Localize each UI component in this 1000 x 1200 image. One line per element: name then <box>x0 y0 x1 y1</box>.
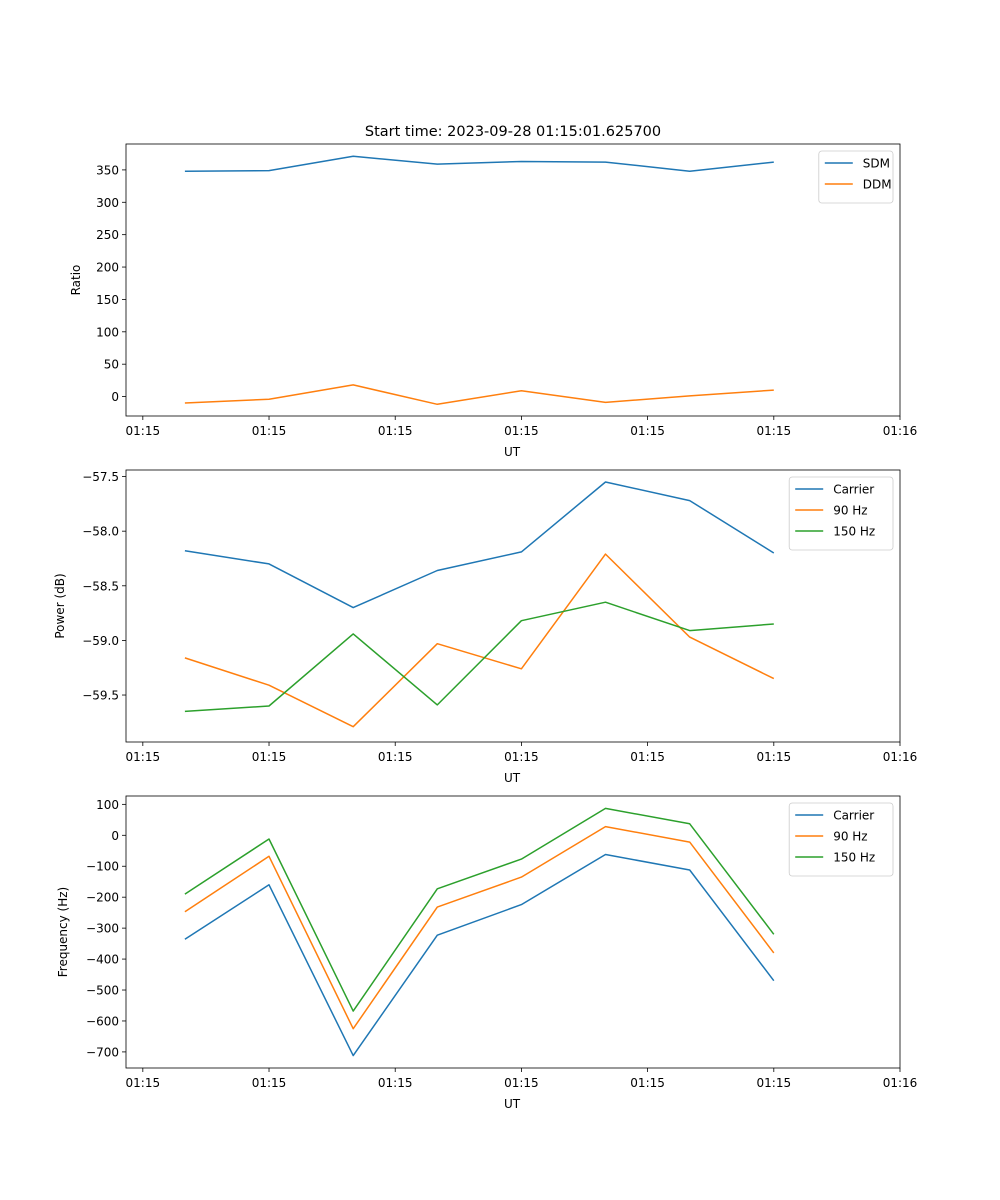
power-x-axis-label: UT <box>504 771 521 785</box>
ratio-y-tick-label: 50 <box>104 358 119 372</box>
frequency-legend: Carrier 90 Hz 150 Hz <box>788 802 894 877</box>
ratio-y-tick-label: 150 <box>96 293 119 307</box>
frequency-series-90-hz-line <box>184 825 775 1030</box>
power-y-tick-label: −58.0 <box>82 525 119 539</box>
frequency-axes-frame <box>125 795 901 1069</box>
frequency-y-tick-label: −700 <box>86 1045 119 1059</box>
frequency-series-150-hz-line <box>184 807 775 1012</box>
ratio-legend-label: DDM <box>863 178 892 192</box>
power-y-tick-label: −57.5 <box>82 470 119 484</box>
ratio-x-tick-label: 01:15 <box>126 424 161 438</box>
power-x-tick-label: 01:15 <box>378 750 413 764</box>
power-legend: Carrier 90 Hz 150 Hz <box>788 476 894 551</box>
ratio-legend-box <box>818 150 894 204</box>
panel-frequency: 01:15 01:15 01:15 01:15 01:15 01:15 01:16 −700 −… <box>56 795 918 1111</box>
frequency-x-tick-label: 01:15 <box>757 1076 792 1090</box>
frequency-y-tick-label: −400 <box>86 953 119 967</box>
ratio-x-tick-label: 01:15 <box>630 424 665 438</box>
ratio-x-tick-label: 01:15 <box>757 424 792 438</box>
power-y-tick-label: −58.5 <box>82 579 119 593</box>
power-axes-frame <box>125 469 901 743</box>
frequency-x-tick-label: 01:15 <box>252 1076 287 1090</box>
ratio-x-tick-label: 01:15 <box>378 424 413 438</box>
figure-title: Start time: 2023-09-28 01:15:01.625700 <box>365 124 661 140</box>
frequency-legend-label: 90 Hz <box>833 830 867 844</box>
ratio-x-tick-label: 01:15 <box>252 424 287 438</box>
power-x-tick-label: 01:16 <box>883 750 918 764</box>
power-x-tick-label: 01:15 <box>126 750 161 764</box>
ratio-series-sdm-line <box>184 155 774 172</box>
frequency-y-tick-label: −200 <box>86 891 119 905</box>
power-x-tick-label: 01:15 <box>252 750 287 764</box>
power-series-150-hz-line <box>184 601 774 713</box>
panel-power: 01:15 01:15 01:15 01:15 01:15 01:15 01:16 −59.5… <box>53 469 918 785</box>
power-y-tick-label: −59.5 <box>82 689 119 703</box>
frequency-x-tick-label: 01:15 <box>126 1076 161 1090</box>
ratio-legend-label: SDM <box>863 157 890 171</box>
ratio-y-tick-label: 200 <box>96 261 119 275</box>
panel-ratio: 01:15 01:15 01:15 01:15 01:15 01:15 01:16 0 50 10… <box>69 143 918 459</box>
power-series-90-hz-line <box>184 553 775 728</box>
ratio-y-tick-label: 0 <box>111 390 119 404</box>
frequency-x-tick-label: 01:15 <box>504 1076 539 1090</box>
power-y-axis-label: Power (dB) <box>53 573 67 638</box>
frequency-x-tick-label: 01:15 <box>378 1076 413 1090</box>
frequency-x-tick-label: 01:15 <box>630 1076 665 1090</box>
frequency-y-tick-label: 100 <box>96 798 119 812</box>
frequency-y-tick-label: −500 <box>86 984 119 998</box>
frequency-legend-label: Carrier <box>833 809 874 823</box>
frequency-series-carrier-line <box>184 853 775 1057</box>
frequency-x-tick-label: 01:16 <box>883 1076 918 1090</box>
ratio-axes-frame <box>125 143 901 417</box>
ratio-y-tick-label: 250 <box>96 228 119 242</box>
power-y-tick-label: −59.0 <box>82 634 119 648</box>
ratio-x-tick-label: 01:15 <box>504 424 539 438</box>
frequency-y-tick-label: 0 <box>111 829 119 843</box>
ratio-y-tick-label: 300 <box>96 196 119 210</box>
ratio-x-axis-label: UT <box>504 445 521 459</box>
frequency-y-tick-label: −100 <box>86 860 119 874</box>
ratio-x-tick-label: 01:16 <box>883 424 918 438</box>
power-series-carrier-line <box>184 481 775 609</box>
power-x-tick-label: 01:15 <box>504 750 539 764</box>
ratio-series-ddm-line <box>184 384 774 406</box>
ratio-y-tick-label: 350 <box>96 163 119 177</box>
power-legend-label: 150 Hz <box>833 525 875 539</box>
power-x-tick-label: 01:15 <box>757 750 792 764</box>
frequency-legend-label: 150 Hz <box>833 851 875 865</box>
power-legend-label: 90 Hz <box>833 504 867 518</box>
frequency-y-tick-label: −600 <box>86 1014 119 1028</box>
ratio-y-tick-label: 100 <box>96 325 119 339</box>
ratio-legend: SDM DDM <box>818 150 894 204</box>
power-x-tick-label: 01:15 <box>630 750 665 764</box>
frequency-x-axis-label: UT <box>504 1097 521 1111</box>
frequency-y-tick-label: −300 <box>86 922 119 936</box>
frequency-y-axis-label: Frequency (Hz) <box>56 887 70 978</box>
power-legend-label: Carrier <box>833 483 874 497</box>
ratio-y-axis-label: Ratio <box>69 265 83 296</box>
